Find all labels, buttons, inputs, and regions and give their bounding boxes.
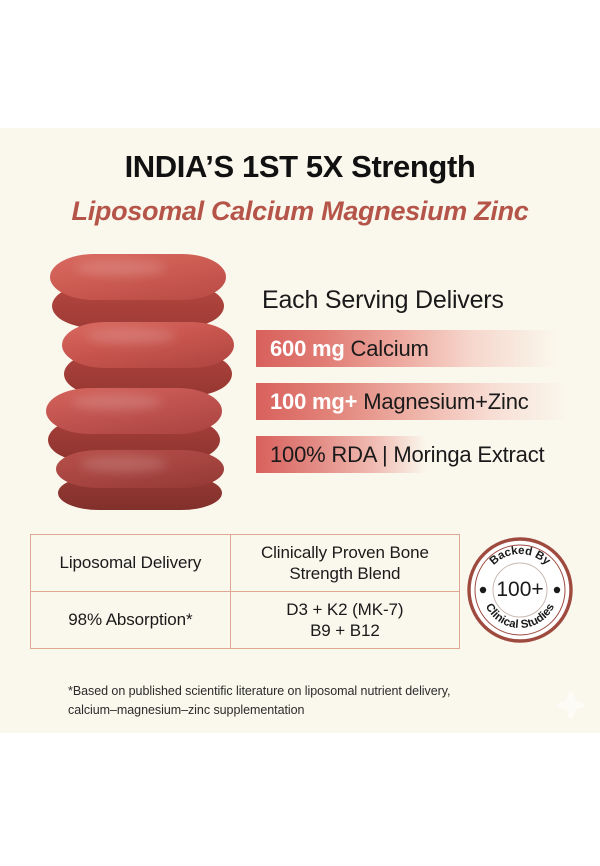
serving-row-text: 100% RDA | Moringa Extract <box>256 441 545 468</box>
serving-heading: Each Serving Delivers <box>262 286 504 314</box>
footnote: *Based on published scientific literatur… <box>68 682 538 720</box>
serving-row-gradient <box>256 436 426 473</box>
claims-table: Liposomal Delivery Clinically Proven Bon… <box>30 534 461 649</box>
tablet-face <box>50 254 226 300</box>
serving-row-magnesium-zinc: 100 mg+ Magnesium+Zinc <box>256 383 566 420</box>
table-row: 98% Absorption* D3 + K2 (MK-7) B9 + B12 <box>30 591 461 649</box>
tablet-2 <box>62 322 234 396</box>
badge-center-text: 100+ <box>496 578 543 601</box>
serving-amount: 100% RDA <box>270 441 377 467</box>
badge-inner-ring <box>474 544 566 636</box>
cell-vitamin-list: D3 + K2 (MK-7) B9 + B12 <box>229 591 461 649</box>
serving-label: Magnesium+Zinc <box>363 388 529 414</box>
tablet-face <box>46 388 222 434</box>
backed-by-studies-badge: Backed By Clinical Studies 100+ <box>466 536 574 644</box>
badge-dot-right <box>553 586 561 594</box>
cell-liposomal-delivery: Liposomal Delivery <box>30 534 231 592</box>
badge-outer-ring <box>467 537 573 643</box>
serving-row-gradient <box>256 330 556 367</box>
serving-row-calcium: 600 mg Calcium <box>256 330 556 367</box>
badge-center-circle <box>492 562 548 618</box>
serving-label: Calcium <box>350 335 429 361</box>
tablet-4 <box>56 450 224 510</box>
cell-absorption: 98% Absorption* <box>30 591 231 649</box>
serving-label: | Moringa Extract <box>381 441 545 467</box>
tablet-face <box>56 450 224 488</box>
serving-amount: 100 mg+ <box>270 388 358 414</box>
serving-amount: 600 mg <box>270 335 345 361</box>
cell-bone-strength-blend: Clinically Proven Bone Strength Blend <box>229 534 461 592</box>
sparkle-watermark-icon <box>556 690 586 720</box>
tablet-stack-illustration <box>38 252 238 510</box>
footnote-line-1: *Based on published scientific literatur… <box>68 684 451 698</box>
page-title: INDIA’S 1ST 5X Strength <box>124 149 476 184</box>
table-row: Liposomal Delivery Clinically Proven Bon… <box>30 534 461 592</box>
badge-dot-left <box>479 586 487 594</box>
serving-row-gradient <box>256 383 566 420</box>
serving-row-text: 100 mg+ Magnesium+Zinc <box>256 389 529 415</box>
tablet-1 <box>50 254 226 328</box>
serving-row-rda-moringa: 100% RDA | Moringa Extract <box>256 436 545 473</box>
footnote-line-2: calcium–magnesium–zinc supplementation <box>68 703 305 717</box>
tablet-face <box>62 322 234 368</box>
page-subtitle: Liposomal Calcium Magnesium Zinc <box>71 196 529 226</box>
serving-row-text: 600 mg Calcium <box>256 336 429 362</box>
